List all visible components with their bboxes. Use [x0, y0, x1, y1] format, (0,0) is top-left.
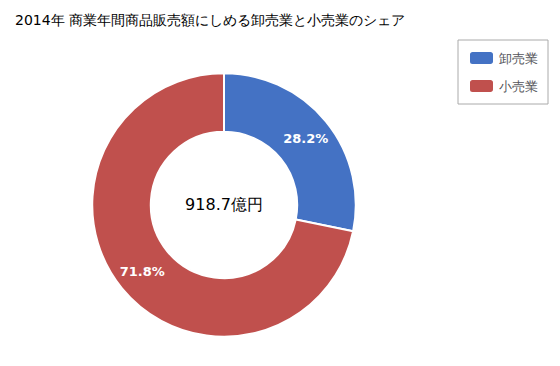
- svg-text:28.2%: 28.2%: [283, 131, 328, 146]
- svg-text:2014年 商業年間商品販売額にしめる卸売業と小売業のシェア: 2014年 商業年間商品販売額にしめる卸売業と小売業のシェア: [15, 12, 405, 28]
- svg-text:71.8%: 71.8%: [120, 264, 165, 279]
- svg-text:小売業: 小売業: [499, 79, 538, 94]
- svg-text:918.7億円: 918.7億円: [185, 195, 263, 214]
- svg-text:卸売業: 卸売業: [499, 51, 538, 66]
